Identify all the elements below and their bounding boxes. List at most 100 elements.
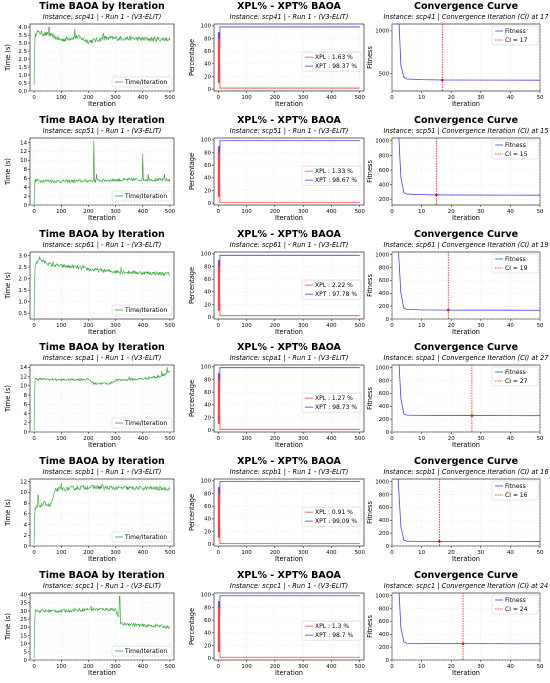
y-tick-label: 60 (204, 277, 211, 283)
panel-subtitle: Instance: scp41 | - Run 1 - (V3-ELIT) (230, 13, 349, 21)
y-tick-label: 20 (20, 625, 27, 631)
y-tick-label: 1000 (375, 252, 389, 258)
y-tick-label: 0 (386, 430, 390, 436)
panel-subtitle: Instance: scp41 | - Run 1 - (V3-ELIT) (43, 13, 162, 21)
y-tick-label: 2.5 (18, 264, 27, 270)
legend-label-xpl: XPL : 1.3 % (315, 623, 349, 630)
x-tick-label: 200 (270, 664, 281, 670)
y-tick-label: 40 (204, 631, 211, 637)
x-tick-label: 30 (477, 436, 484, 442)
y-tick-label: 12 (20, 375, 27, 381)
x-tick-label: 0 (390, 550, 394, 556)
legend-box (301, 393, 362, 413)
panel-title: Time BAOA by Iteration (39, 570, 165, 581)
x-axis-label: Iteration (452, 555, 480, 563)
panel-subtitle: Instance: scp51 | Convergence Iteration … (383, 127, 548, 135)
y-axis-label: Percentage (188, 380, 196, 417)
y-tick-label: 0 (208, 656, 212, 662)
x-tick-label: 500 (355, 664, 366, 670)
legend-label-ci: CI = 19 (505, 265, 528, 272)
y-tick-label: 0 (24, 658, 28, 664)
x-axis-label: Iteration (88, 328, 116, 336)
x-tick-label: 500 (355, 550, 366, 556)
x-tick-label: 500 (165, 323, 176, 329)
x-tick-label: 400 (326, 550, 337, 556)
panel-title: Time BAOA by Iteration (39, 456, 165, 467)
y-tick-label: 500 (379, 72, 390, 78)
ci-point (435, 193, 438, 197)
x-tick-label: 40 (507, 209, 514, 215)
legend-label-ci: CI = 24 (505, 606, 528, 613)
legend-box (111, 76, 173, 88)
y-axis-label: Fitness (366, 159, 374, 182)
y-tick-label: 0 (208, 201, 212, 207)
x-tick-label: 0 (390, 664, 394, 670)
y-tick-label: 0 (24, 203, 28, 209)
x-axis-label: Iteration (88, 441, 116, 449)
legend-box (301, 51, 362, 72)
y-axis-label: Fitness (366, 46, 374, 69)
x-axis-label: Iteration (275, 100, 303, 108)
x-axis-label: Iteration (275, 441, 303, 449)
x-axis-label: Iteration (88, 669, 116, 677)
y-tick-label: 100 (201, 593, 212, 599)
y-tick-label: 12 (20, 149, 27, 155)
x-axis-label: Iteration (452, 328, 480, 336)
y-tick-label: 35 (20, 601, 27, 607)
panel-subtitle: Instance: scp61 | - Run 1 - (V3-ELIT) (230, 241, 349, 249)
y-tick-label: 4.0 (18, 25, 27, 31)
x-tick-label: 500 (165, 664, 176, 670)
x-tick-label: 20 (448, 550, 455, 556)
legend-label: Time/Iteration (124, 307, 167, 314)
y-tick-label: 3.0 (18, 41, 27, 47)
y-tick-label: 1000 (375, 29, 389, 35)
fitness-series-line (398, 24, 540, 81)
y-tick-label: 0 (208, 314, 212, 320)
x-tick-label: 40 (507, 550, 514, 556)
x-tick-label: 0 (217, 95, 221, 101)
legend-label-xpt: XPT : 97.78 % (315, 291, 357, 298)
y-tick-label: 100 (201, 137, 212, 143)
time-series-line (33, 26, 171, 85)
xpl-series-line (217, 373, 360, 431)
legend-box (301, 279, 362, 299)
y-tick-label: 0 (208, 428, 212, 434)
y-tick-label: 30 (20, 609, 27, 615)
y-axis-label: Fitness (366, 501, 374, 524)
panel-subtitle: Instance: scpa1 | Convergence Iteration … (384, 354, 550, 362)
panel-title: Time BAOA by Iteration (39, 229, 165, 240)
y-tick-label: 4 (24, 185, 28, 191)
y-axis-label: Percentage (188, 494, 196, 531)
x-tick-label: 100 (56, 95, 67, 101)
xpl-series-line (217, 487, 360, 545)
y-tick-label: 800 (379, 379, 390, 385)
y-tick-label: 200 (379, 645, 390, 651)
y-tick-label: 15 (20, 633, 27, 639)
panel-subtitle: Instance: scpc1 | - Run 1 - (V3-ELIT) (230, 582, 348, 590)
y-tick-label: 3.0 (18, 253, 27, 259)
time-chart-scp51: Time BAOA by Iteration Instance: scp51 | … (0, 114, 182, 228)
x-tick-label: 40 (507, 323, 514, 329)
y-tick-label: 8 (24, 501, 28, 507)
y-tick-label: 60 (204, 49, 211, 55)
x-axis-label: Iteration (275, 214, 303, 222)
panel-title: XPL% - XPT% BAOA (237, 456, 341, 467)
x-tick-label: 100 (56, 664, 67, 670)
legend-label-xpt: XPT : 98.7 % (315, 632, 353, 639)
y-tick-label: 2 (24, 194, 27, 200)
x-tick-label: 300 (110, 323, 121, 329)
y-axis-label: Time (s) (4, 385, 12, 413)
legend-label-ci: CI = 15 (505, 151, 528, 158)
y-tick-label: 0 (208, 87, 212, 93)
y-tick-label: 1000 (375, 593, 389, 599)
x-tick-label: 20 (448, 323, 455, 329)
x-tick-label: 100 (241, 436, 252, 442)
y-tick-label: 600 (379, 168, 390, 174)
xpl-chart-scp51: XPL% - XPT% BAOA Instance: scp51 | - Run … (184, 114, 366, 228)
